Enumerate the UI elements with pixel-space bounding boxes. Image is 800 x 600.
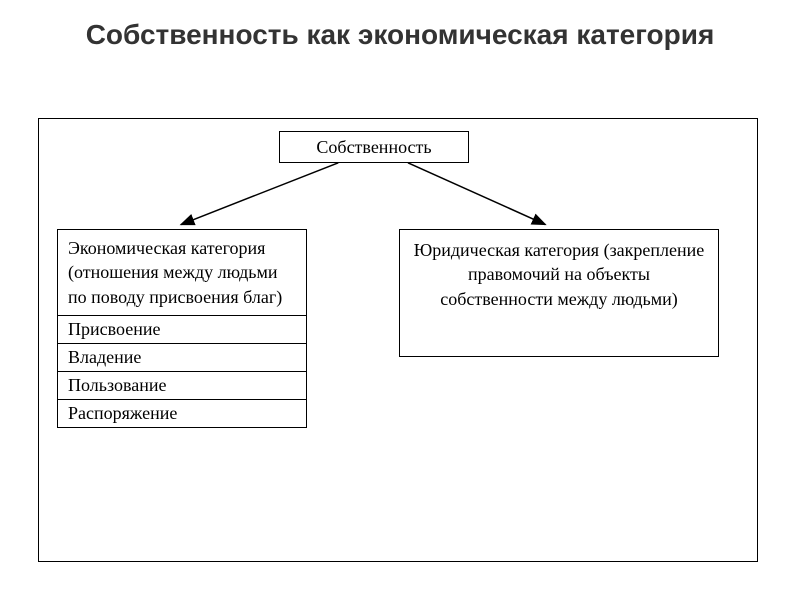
right-node: Юридическая категория (закрепление право… [399,229,719,357]
root-label: Собственность [316,137,431,158]
left-row-3: Распоряжение [58,400,306,427]
slide-title: Собственность как экономическая категори… [0,0,800,52]
root-node: Собственность [279,131,469,163]
left-row-1: Владение [58,344,306,372]
right-text: Юридическая категория (закрепление право… [414,240,705,309]
left-row-2: Пользование [58,372,306,400]
left-row-0: Присвоение [58,316,306,344]
left-main-text: Экономическая категория (отношения между… [58,230,306,316]
left-node-inner: Экономическая категория (отношения между… [57,229,307,428]
left-node: Экономическая категория (отношения между… [57,229,307,428]
diagram-container: Собственность Экономическая категория (о… [38,118,758,562]
